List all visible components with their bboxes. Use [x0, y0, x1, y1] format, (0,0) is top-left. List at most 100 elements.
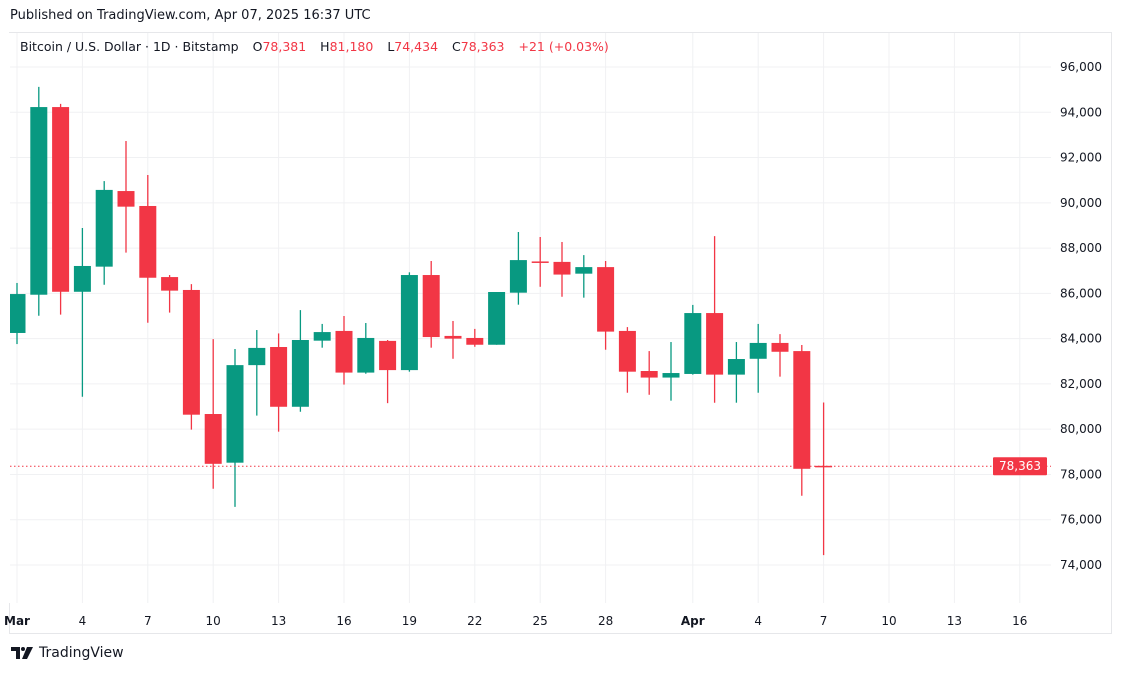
candle-body [357, 337, 375, 373]
candle [597, 260, 615, 350]
y-tick-label: 80,000 [1060, 422, 1102, 436]
candle-body [52, 107, 70, 292]
last-price-badge-bg [993, 457, 1047, 476]
symbol-legend: Bitcoin / U.S. Dollar · 1D · Bitstamp O7… [20, 39, 609, 54]
candle [379, 339, 397, 404]
candle-body [509, 260, 527, 293]
high-value: 81,180 [329, 39, 374, 54]
candle [488, 292, 506, 345]
tradingview-brand: TradingView [39, 645, 124, 661]
candle [640, 351, 658, 395]
candle-body [291, 339, 309, 407]
y-tick-label: 90,000 [1060, 196, 1102, 210]
candle [771, 334, 789, 377]
x-tick-label: 25 [533, 614, 548, 628]
candle [95, 181, 113, 285]
left-mask [0, 33, 10, 603]
candle-body [270, 347, 288, 407]
candle-body [400, 275, 418, 371]
candle-body [161, 277, 179, 291]
candle [727, 342, 745, 403]
candle [444, 320, 462, 359]
x-tick-label: Apr [681, 614, 705, 628]
candle [357, 323, 375, 374]
y-tick-label: 84,000 [1060, 332, 1102, 346]
candle [30, 86, 48, 316]
candle [335, 316, 353, 385]
candles [0, 33, 833, 603]
candle [662, 342, 680, 401]
grid [10, 33, 1051, 603]
candle [204, 339, 222, 489]
close-label: C [452, 39, 461, 54]
candle-body [8, 294, 26, 333]
x-tick-label: 16 [336, 614, 351, 628]
candle [531, 236, 549, 287]
candle-body [640, 371, 658, 378]
candle-body [771, 342, 789, 352]
candle-body [248, 347, 266, 366]
candle-body [684, 313, 702, 374]
candle-body [553, 261, 571, 275]
y-tick-label: 82,000 [1060, 377, 1102, 391]
candle [706, 236, 724, 403]
candle-body [488, 292, 506, 345]
x-tick-label: 4 [79, 614, 87, 628]
y-tick-label: 94,000 [1060, 105, 1102, 119]
candle-body [793, 351, 811, 469]
candle [270, 333, 288, 432]
candle-body [30, 107, 48, 295]
y-tick-label: 86,000 [1060, 286, 1102, 300]
x-tick-label: 7 [820, 614, 828, 628]
y-tick-label: 88,000 [1060, 241, 1102, 255]
x-tick-label: 10 [206, 614, 221, 628]
high-label: H [320, 39, 330, 54]
candle-body [73, 265, 91, 292]
candle-body [117, 191, 135, 207]
y-tick-label: 76,000 [1060, 513, 1102, 527]
candle [684, 304, 702, 375]
x-tick-label: 13 [947, 614, 962, 628]
candle [749, 323, 767, 393]
y-tick-label: 74,000 [1060, 558, 1102, 572]
candle-body [226, 365, 244, 463]
close-value: 78,363 [460, 39, 505, 54]
candle-body [749, 342, 767, 359]
time-axis: Mar 4 7 10 13 16 19 22 25 28 Apr 4 7 10 13 16 [4, 614, 1027, 628]
candle [161, 275, 179, 313]
last-price-badge-text: 78,363 [999, 459, 1041, 473]
x-tick-label: 28 [598, 614, 613, 628]
candle [400, 272, 418, 372]
x-tick-label: 13 [271, 614, 286, 628]
candle-body [182, 289, 200, 415]
candle [466, 328, 484, 347]
candle [509, 232, 527, 305]
candle-body [204, 414, 222, 464]
y-tick-label: 96,000 [1060, 60, 1102, 74]
low-value: 74,434 [394, 39, 439, 54]
candle [553, 241, 571, 297]
candle-body [422, 275, 440, 338]
candle-body [575, 267, 593, 274]
tradingview-logo-icon [11, 647, 33, 659]
open-value: 78,381 [262, 39, 307, 54]
candle-body [706, 313, 724, 375]
last-price-badge: 78,363 [993, 457, 1047, 476]
x-tick-label: 16 [1012, 614, 1027, 628]
low-label: L [387, 39, 395, 54]
candle [73, 227, 91, 397]
candle-body [662, 373, 680, 378]
candle-body [313, 332, 331, 341]
candle [793, 344, 811, 496]
x-tick-label: 19 [402, 614, 417, 628]
candle [182, 284, 200, 430]
tradingview-logo[interactable]: TradingView [11, 645, 124, 661]
candle [422, 260, 440, 348]
candle [313, 323, 331, 348]
candle [291, 310, 309, 412]
candle-body [466, 337, 484, 345]
x-tick-label: 7 [144, 614, 152, 628]
candle [618, 327, 636, 393]
x-tick-label: 4 [754, 614, 762, 628]
